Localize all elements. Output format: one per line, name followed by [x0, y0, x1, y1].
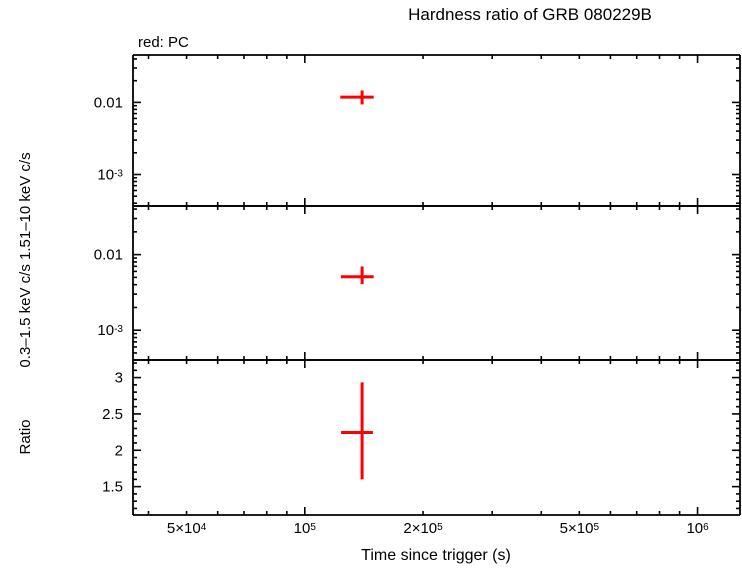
svg-text:red: PC: red: PC: [138, 34, 189, 51]
svg-text:2.5: 2.5: [102, 406, 123, 423]
svg-text:3: 3: [115, 370, 123, 387]
svg-text:Hardness ratio of GRB 080229B: Hardness ratio of GRB 080229B: [408, 5, 652, 24]
svg-text:2: 2: [115, 442, 123, 459]
svg-text:0.01: 0.01: [94, 94, 123, 111]
svg-text:Time since trigger (s): Time since trigger (s): [361, 547, 511, 564]
svg-text:1.5: 1.5: [102, 479, 123, 496]
svg-text:0.3–1.5 keV c/s 1.51–10 keV c: 0.3–1.5 keV c/s 1.51–10 keV c/s: [17, 152, 34, 367]
svg-text:Ratio: Ratio: [17, 419, 34, 454]
svg-text:0.01: 0.01: [94, 247, 123, 264]
